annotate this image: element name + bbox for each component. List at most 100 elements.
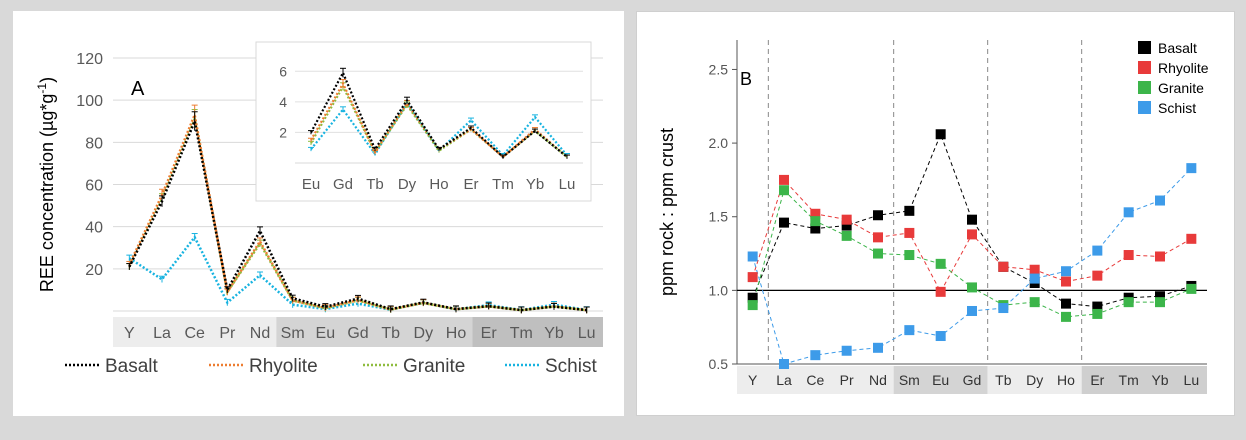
panel-label: B (740, 69, 752, 89)
category-band-1 (737, 366, 894, 394)
y-tick-label: 2.5 (709, 61, 729, 77)
x-tick-label: Lu (578, 325, 596, 342)
x-tick-label: La (776, 372, 792, 388)
legend-label-basalt: Basalt (1158, 40, 1197, 56)
point-basalt (1092, 301, 1103, 312)
point-granite (904, 250, 915, 261)
legend-swatch-rhyolite (1138, 61, 1151, 74)
inset-x-tick-label: Yb (526, 176, 544, 193)
category-band-3 (472, 317, 603, 347)
point-rhyolite (1123, 250, 1134, 261)
y-tick-label: 2.0 (709, 135, 729, 151)
panel-label: A (131, 78, 145, 100)
x-tick-label: Tb (995, 372, 1012, 388)
point-basalt (841, 220, 852, 231)
point-rhyolite (747, 272, 758, 283)
legend-swatch-basalt (1138, 41, 1151, 54)
x-tick-label: Pr (219, 325, 236, 342)
point-granite (873, 248, 883, 259)
inset-x-tick-label: Tb (366, 176, 384, 193)
point-basalt (1061, 298, 1071, 309)
point-basalt (747, 292, 758, 303)
x-tick-label: Eu (932, 372, 949, 388)
point-basalt (904, 205, 915, 216)
point-basalt (810, 223, 821, 234)
inset-x-tick-label: Er (464, 176, 479, 193)
point-basalt (967, 214, 977, 225)
y-tick-label: 20 (85, 262, 103, 279)
point-schist (1029, 273, 1040, 284)
x-tick-label: Gd (963, 372, 982, 388)
y-tick-label: 1.0 (709, 282, 729, 298)
legend-label-granite: Granite (403, 356, 465, 377)
point-schist (873, 342, 883, 353)
point-basalt (779, 217, 789, 228)
x-tick-label: Pr (840, 372, 854, 388)
series-line-schist (752, 167, 1192, 365)
x-tick-label: Lu (1184, 372, 1200, 388)
x-tick-label: Tm (1119, 372, 1139, 388)
point-schist (1155, 195, 1165, 206)
x-tick-label: Tb (381, 325, 400, 342)
x-tick-label: Yb (1151, 372, 1168, 388)
x-tick-label: Gd (347, 325, 368, 342)
x-tick-label: Yb (544, 325, 564, 342)
point-rhyolite (998, 261, 1009, 272)
point-granite (810, 216, 821, 227)
inset-series-line-schist (310, 101, 568, 158)
x-tick-label: Ho (1057, 372, 1075, 388)
point-schist (1092, 245, 1103, 256)
inset-y-tick-label: 2 (279, 124, 287, 140)
inset-y-tick-label: 4 (279, 94, 287, 110)
point-granite (1123, 297, 1134, 308)
point-granite (779, 185, 789, 196)
legend-label-granite: Granite (1158, 80, 1204, 96)
point-granite (1186, 283, 1197, 294)
x-tick-label: Ce (184, 325, 205, 342)
inset-x-tick-label: Ho (429, 176, 448, 193)
inset-frame (255, 41, 592, 202)
y-axis-label: ppm rock : ppm crust (657, 128, 677, 296)
point-schist (904, 325, 915, 336)
point-rhyolite (1186, 233, 1197, 244)
point-granite (1061, 311, 1071, 322)
x-tick-label: Dy (414, 325, 434, 342)
category-band-2 (276, 317, 473, 347)
point-schist (810, 350, 821, 361)
point-rhyolite (1092, 270, 1103, 281)
x-tick-label: Ce (806, 372, 824, 388)
chart-b-svg: 0.5 1.0 1.5 2.0 2.5 Y La Ce Pr Nd Sm Eu Gd Tb Dy Ho Er Tm… (657, 40, 1209, 394)
point-granite (1155, 297, 1165, 308)
x-tick-label: Sm (899, 372, 920, 388)
point-rhyolite (967, 229, 977, 240)
y-tick-label: 40 (85, 220, 103, 237)
legend-swatch-schist (1138, 101, 1151, 114)
point-schist (747, 251, 758, 262)
point-granite (935, 258, 946, 269)
category-band-2 (893, 366, 988, 394)
legend-swatch-granite (1138, 81, 1151, 94)
inset-x-tick-label: Dy (398, 176, 417, 193)
point-granite (841, 230, 852, 241)
point-schist (935, 331, 946, 342)
point-rhyolite (1155, 251, 1165, 262)
category-band-1 (113, 317, 277, 347)
point-rhyolite (904, 227, 915, 238)
inset-x-tick-label: Lu (559, 176, 576, 193)
x-tick-label: Tm (510, 325, 533, 342)
y-tick-label: 100 (76, 93, 103, 110)
point-schist (998, 303, 1009, 314)
x-tick-label: Er (1090, 372, 1104, 388)
point-granite (967, 282, 977, 293)
point-schist (1123, 207, 1134, 218)
point-rhyolite (935, 286, 946, 297)
point-granite (1029, 297, 1040, 308)
x-tick-label: Ho (446, 325, 467, 342)
category-band-3 (987, 366, 1082, 394)
point-granite (1092, 308, 1103, 319)
point-rhyolite (779, 174, 789, 185)
legend-label-rhyolite: Rhyolite (249, 356, 318, 377)
point-schist (1061, 266, 1071, 277)
x-tick-label: Dy (1026, 372, 1043, 388)
legend-label-basalt: Basalt (105, 356, 159, 377)
